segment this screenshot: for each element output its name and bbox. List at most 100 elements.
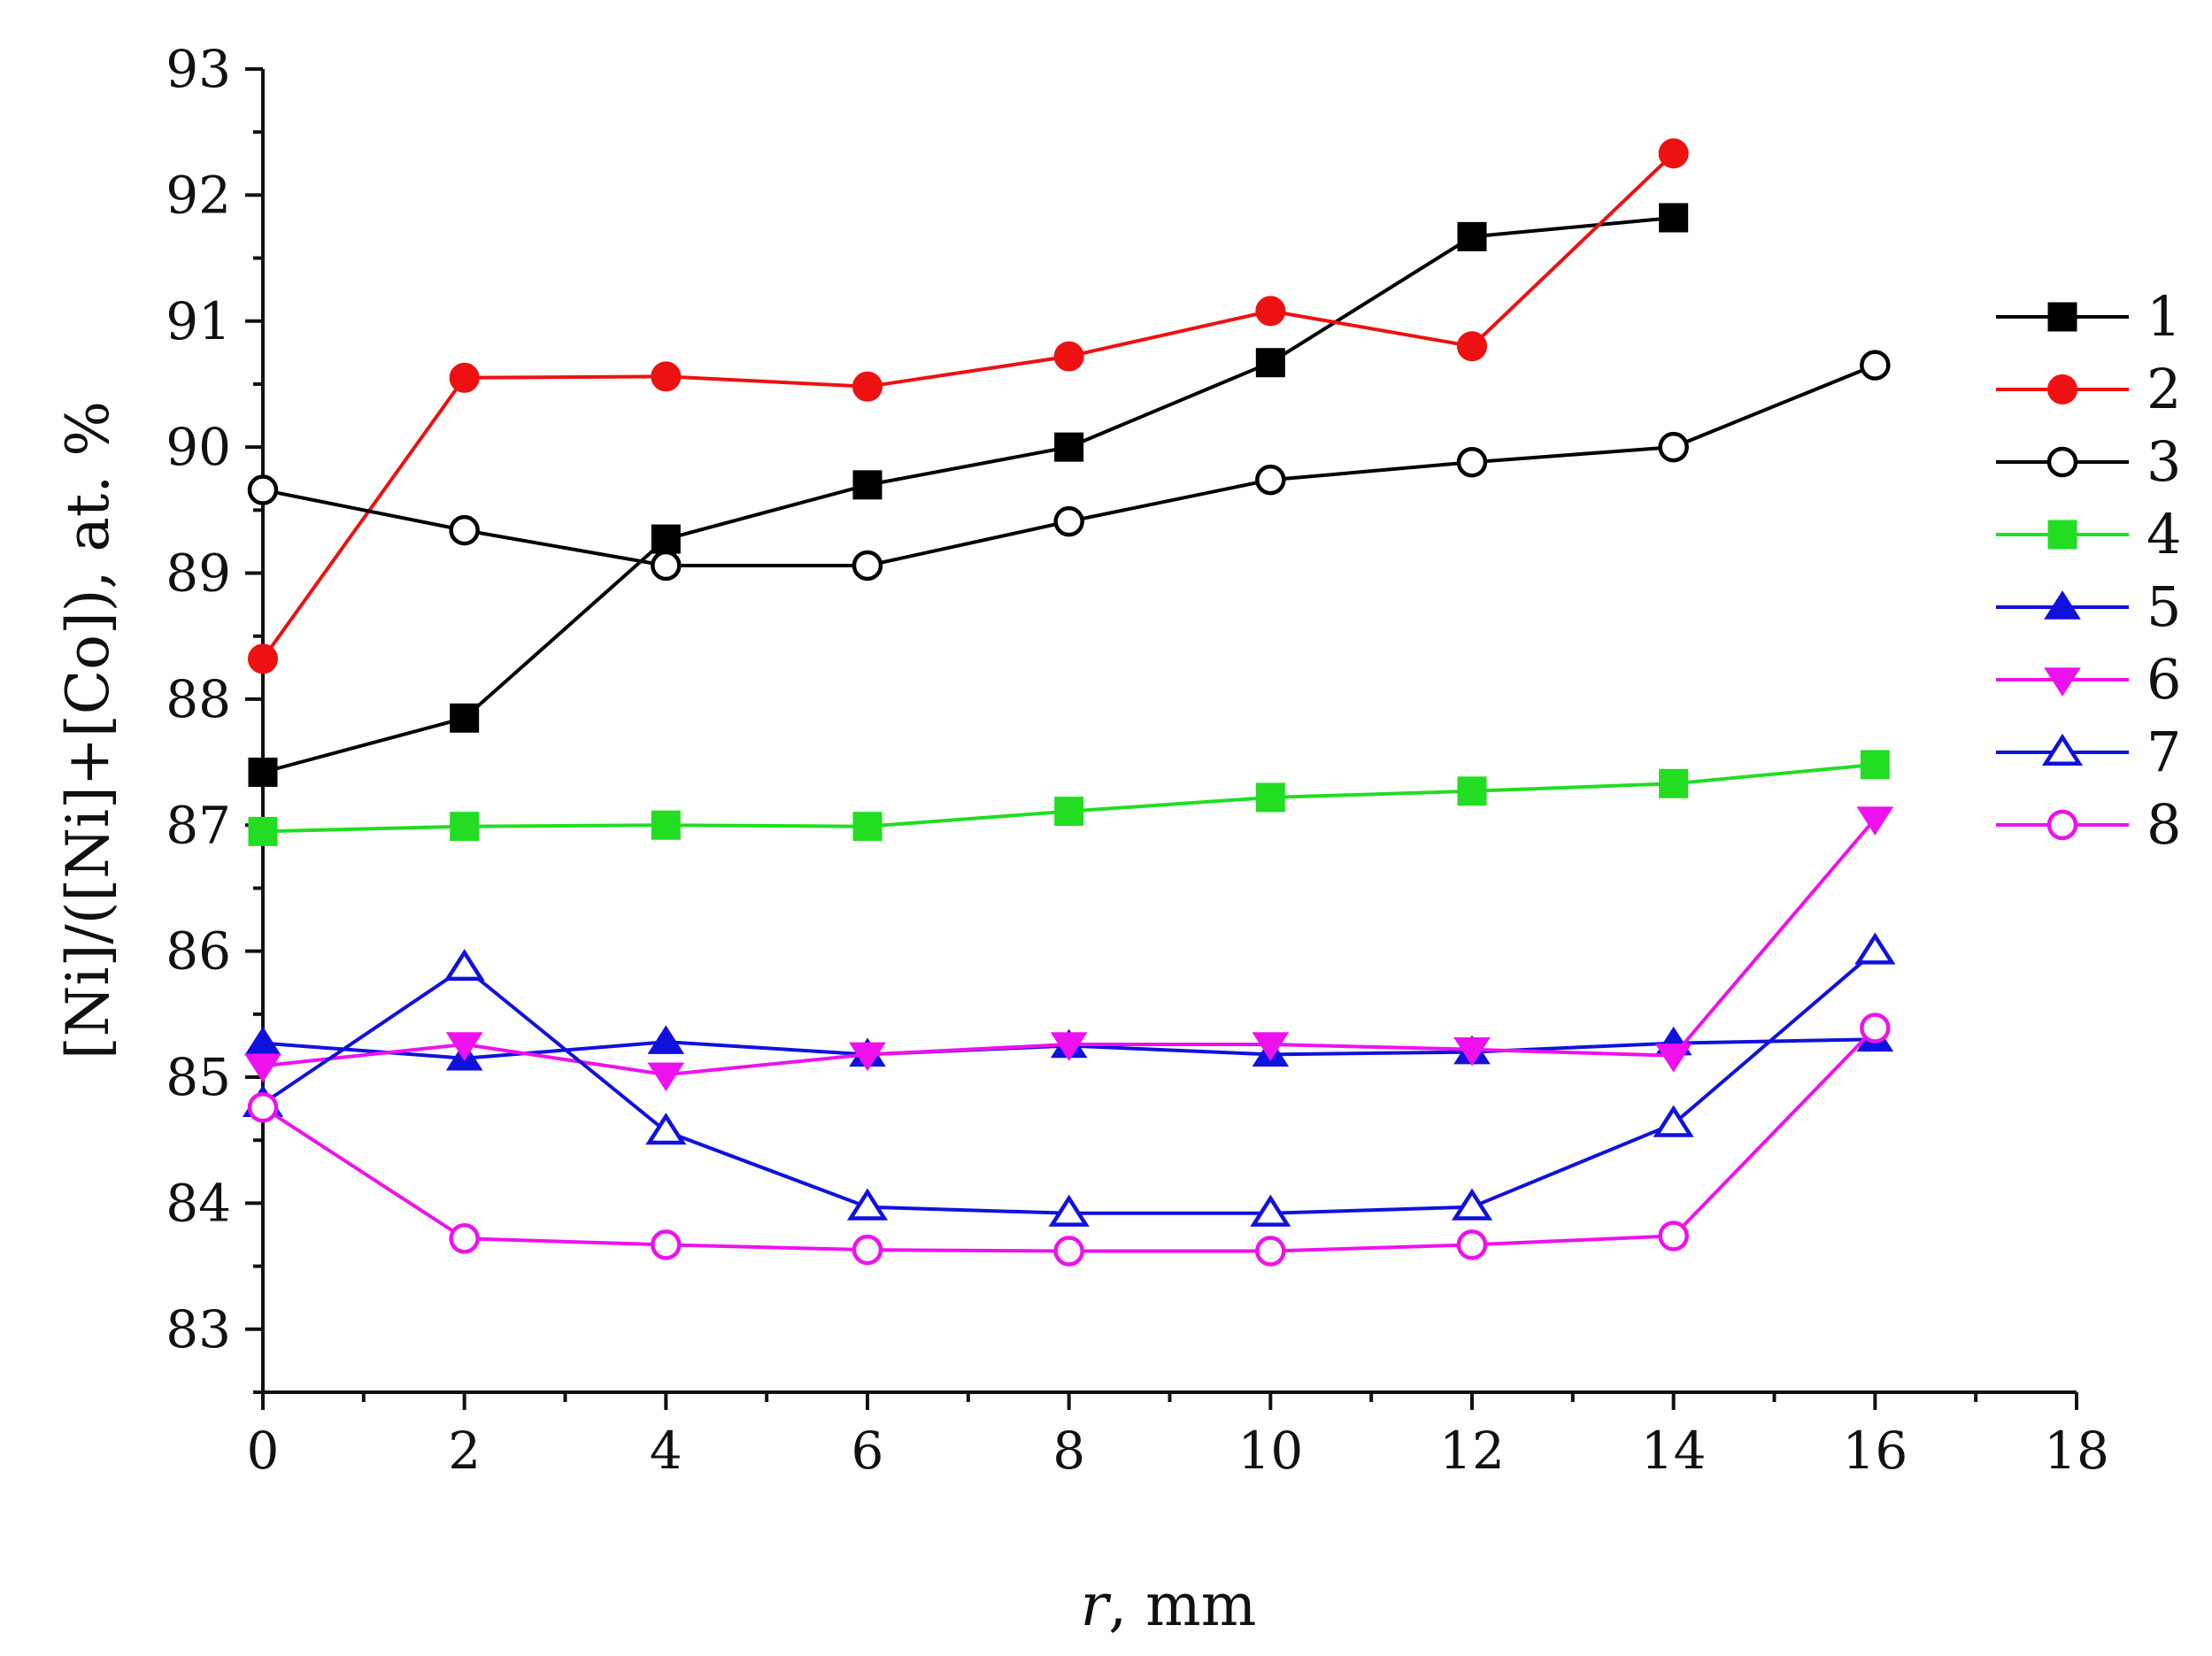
x-tick-label: 16: [1842, 1421, 1908, 1481]
series-2-point: [1457, 331, 1487, 362]
series-2: [248, 138, 1689, 674]
series-layer: [242, 138, 1896, 1267]
legend-marker: [2041, 733, 2084, 766]
legend-item-4: 4: [1996, 502, 2181, 566]
series-4-point: [1054, 797, 1084, 827]
y-tick-label: 86: [166, 921, 231, 982]
series-4-point: [651, 810, 681, 840]
legend-item-3: 3: [1996, 429, 2181, 494]
series-1-point: [1255, 348, 1285, 378]
series-4-point: [1457, 776, 1487, 806]
legend-item-6: 6: [1996, 647, 2181, 712]
y-axis-title: [Ni]/([Ni]+[Co]), at. %: [54, 401, 122, 1059]
series-2-point: [449, 362, 480, 393]
legend-marker: [2047, 302, 2077, 332]
plot-area: 83 84 85 86 87 88 89 90 91 92 93 0 2 4 6 8 10 12 14 16 18: [166, 39, 2109, 1481]
series-7-point: [1653, 1105, 1694, 1137]
series-2-line: [261, 151, 1676, 660]
y-tick-label: 91: [166, 291, 231, 351]
series-2-point: [1255, 296, 1286, 327]
series-6-point: [1654, 1044, 1692, 1073]
series-1-point: [1457, 221, 1487, 251]
y-tick-label: 88: [166, 669, 231, 729]
series-7: [242, 932, 1896, 1227]
series-8-point: [852, 1234, 883, 1266]
series-8-point: [1255, 1236, 1286, 1267]
series-4: [248, 750, 1890, 846]
series-4-point: [248, 816, 278, 846]
legend-label: 3: [2146, 429, 2181, 494]
series-3-point: [1255, 464, 1286, 496]
series-3-point: [1658, 431, 1689, 463]
legend-item-8: 8: [1996, 792, 2181, 857]
series-3-point: [1456, 446, 1488, 478]
y-tick-label: 84: [166, 1173, 231, 1233]
legend-item-5: 5: [1996, 574, 2181, 639]
series-6-point: [445, 1032, 483, 1061]
x-tick-label: 10: [1237, 1421, 1303, 1481]
series-8-point: [1053, 1236, 1084, 1267]
series-6-point: [1453, 1036, 1491, 1067]
y-tick-label: 83: [166, 1299, 231, 1359]
series-4-point: [1860, 750, 1890, 780]
series-3-point: [247, 474, 279, 505]
series-4-point: [1255, 782, 1285, 813]
x-tick-label: 2: [448, 1421, 481, 1481]
series-6-point: [1856, 806, 1894, 836]
series-6-point: [244, 1053, 281, 1083]
legend-item-2: 2: [1996, 357, 2181, 421]
series-2-point: [248, 643, 278, 674]
x-ticks: 0 2 4 6 8 10 12 14 16 18: [247, 1392, 2109, 1481]
series-3-point: [1860, 350, 1891, 381]
series-1-point: [852, 470, 882, 500]
legend-item-7: 7: [1996, 720, 2181, 784]
legend-item-1: 1: [1996, 284, 2181, 349]
y-tick-label: 92: [166, 165, 231, 225]
y-ticks: 83 84 85 86 87 88 89 90 91 92 93: [166, 39, 263, 1394]
series-5-point: [647, 1025, 685, 1054]
series-4-point: [1659, 768, 1689, 798]
y-tick-label: 90: [166, 417, 231, 477]
x-tick-label: 4: [650, 1421, 682, 1481]
series-2-point: [651, 361, 682, 392]
x-axis-title-unit: , mm: [1108, 1571, 1256, 1639]
series-7-point: [1048, 1194, 1090, 1227]
x-tick-label: 14: [1641, 1421, 1707, 1481]
x-tick-label: 6: [852, 1421, 884, 1481]
x-tick-label: 18: [2044, 1421, 2109, 1481]
x-axis-title: r, mm: [1081, 1571, 1257, 1639]
y-tick-label: 89: [166, 543, 231, 604]
series-3-point: [852, 550, 883, 582]
series-8-point: [1860, 1013, 1891, 1044]
series-6-point: [849, 1042, 886, 1072]
series-7-point: [645, 1113, 687, 1145]
series-1-point: [651, 524, 681, 554]
series-7-point: [1250, 1194, 1291, 1227]
series-8-point: [247, 1091, 279, 1123]
x-tick-label: 12: [1439, 1421, 1505, 1481]
series-1-point: [1054, 432, 1084, 462]
legend-marker: [2044, 590, 2081, 620]
legend-label: 7: [2146, 720, 2181, 784]
series-2-point: [852, 371, 882, 402]
y-tick-label: 93: [166, 39, 231, 99]
series-8-point: [1456, 1229, 1488, 1260]
series-4-point: [450, 812, 480, 842]
series-7-point: [1854, 932, 1896, 965]
series-2-point: [1053, 341, 1084, 372]
legend-marker: [2047, 374, 2077, 404]
series-4-point: [852, 812, 882, 842]
series-1-line: [262, 216, 1674, 774]
series-8: [247, 1013, 1891, 1267]
y-tick-label: 85: [166, 1047, 231, 1107]
series-3-point: [1053, 505, 1084, 537]
legend-label: 6: [2146, 647, 2181, 712]
legend-label: 4: [2146, 502, 2181, 566]
legend-marker: [2046, 446, 2078, 478]
legend-marker: [2044, 667, 2081, 697]
series-1-point: [450, 703, 480, 733]
legend: 1 2 3 4 5 6 7 8: [1996, 284, 2181, 857]
legend-label: 5: [2146, 574, 2181, 639]
series-3-point: [651, 550, 682, 582]
